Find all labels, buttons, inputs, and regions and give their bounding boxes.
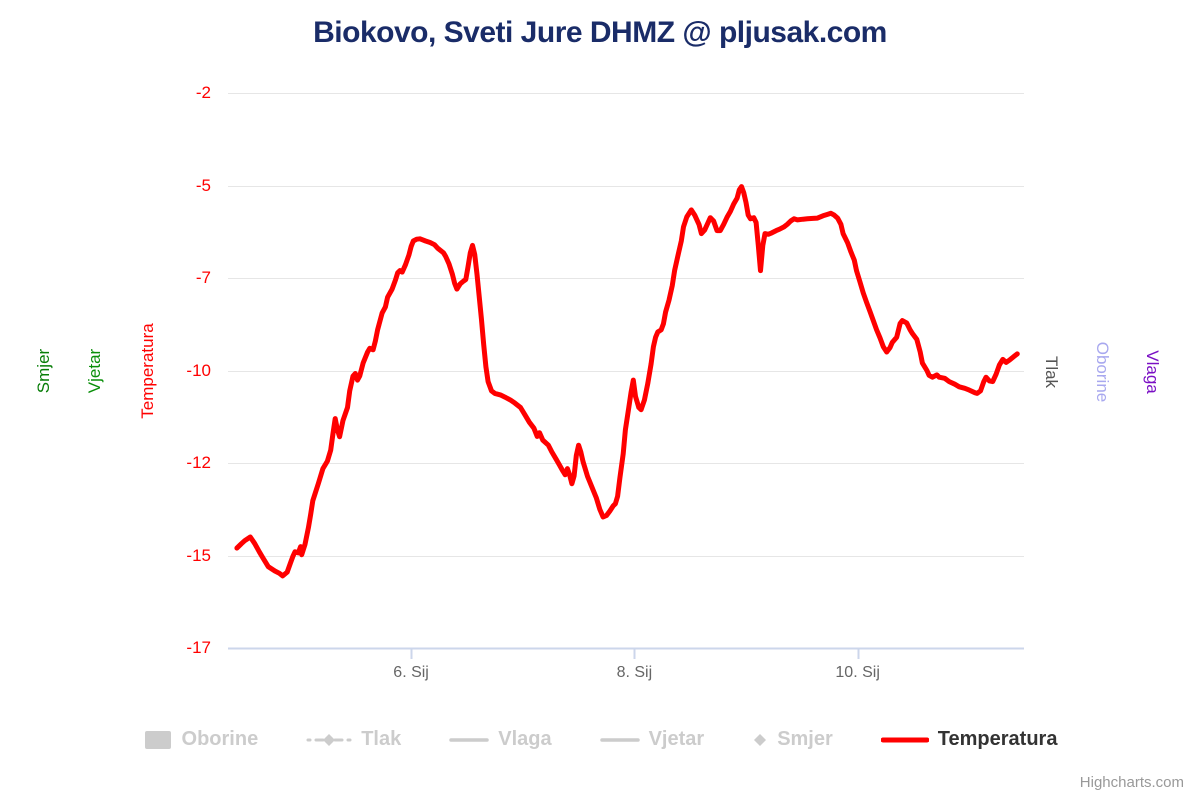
y-axis-label: -12 [186,453,211,472]
legend-item-oborine[interactable]: Oborine [143,728,259,751]
legend-label: Vlaga [498,728,552,750]
legend-symbol-line [880,737,929,742]
x-axis-label: 6. Sij [393,664,429,681]
legend-label: Oborine [181,728,259,750]
y-axis-label: -10 [186,360,211,380]
y-axis-label: -7 [195,268,211,287]
axis-title-smjer: Smjer [34,348,53,394]
axis-title-oborine: Oborine [1093,341,1112,403]
highcharts-credits[interactable]: Highcharts.com [1079,774,1184,791]
y-axis-label: -5 [195,175,211,195]
legend-item-smjer[interactable]: Smjer [752,728,833,751]
legend-symbol-line [449,737,489,742]
chart-title: Biokovo, Sveti Jure DHMZ @ pljusak.com [313,16,887,49]
legend: Oborine Tlak Vlaga Vjetar Smjer Temperatura [0,728,1200,751]
legend-label: Smjer [777,728,833,750]
x-axis-label: 10. Sij [835,664,880,681]
y-axis-label: -17 [186,638,211,657]
legend-item-vjetar[interactable]: Vjetar [599,728,705,751]
legend-symbol-column [144,730,171,749]
legend-symbol-line [599,737,640,742]
legend-item-temperatura[interactable]: Temperatura [880,728,1058,751]
axis-title-vjetar: Vjetar [85,348,104,394]
y-axis-label: -2 [195,83,211,102]
legend-item-tlak[interactable]: Tlak [306,728,401,751]
legend-item-vlaga[interactable]: Vlaga [449,728,552,751]
x-axis-label: 8. Sij [616,664,653,681]
legend-label: Tlak [361,728,402,750]
axis-title-tlak: Tlak [1042,355,1061,389]
axis-title-temperatura: Temperatura [138,323,157,419]
axis-title-vlaga: Vlaga [1143,350,1162,394]
legend-label: Vjetar [648,728,705,750]
legend-label: Temperatura [937,728,1058,750]
legend-symbol-diamond [754,733,767,746]
legend-symbol-dashdot-diamond [306,733,352,746]
series-line-temperatura [234,184,1020,579]
y-axis-label: -15 [186,545,211,565]
